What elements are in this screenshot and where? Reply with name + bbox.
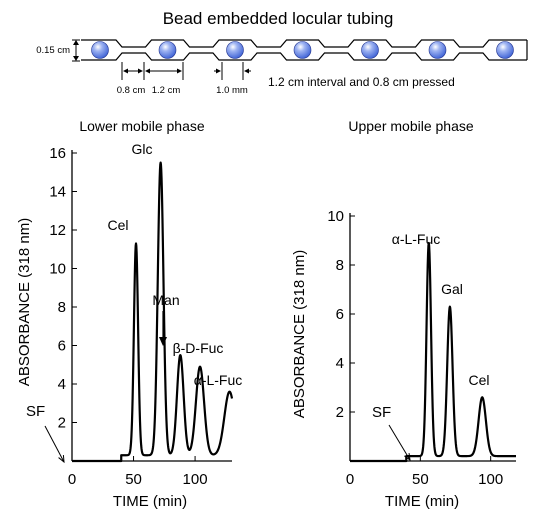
sf-label: SF xyxy=(372,404,391,421)
upper-phase-chart: Upper mobile phase ABSORBANCE (318 nm) T… xyxy=(291,118,517,510)
lower-phase-chart: Lower mobile phase ABSORBANCE (318 nm) T… xyxy=(16,118,242,510)
dimension-arrowheads xyxy=(123,68,249,74)
bead xyxy=(226,41,244,59)
diagram-title: Bead embedded locular tubing xyxy=(163,9,394,28)
peak-label: Cel xyxy=(468,372,489,388)
y-tick-label: 4 xyxy=(336,355,344,372)
pressed-length-label: 0.8 cm xyxy=(117,85,146,96)
gap-length-label: 1.0 mm xyxy=(216,85,248,96)
bead xyxy=(158,41,177,59)
x-tick-label: 50 xyxy=(412,471,429,488)
x-axis-label-lower: TIME (min) xyxy=(113,493,187,510)
chart-title-upper: Upper mobile phase xyxy=(348,118,474,134)
y-tick-label: 6 xyxy=(58,338,66,355)
y-tick-label: 12 xyxy=(49,222,66,239)
bead-row xyxy=(91,41,514,59)
y-tick-label: 2 xyxy=(58,415,66,432)
y-tick-label: 6 xyxy=(336,306,344,323)
man-arrowhead xyxy=(159,337,167,346)
x-tick-label: 100 xyxy=(183,471,208,488)
diagram-caption: 1.2 cm interval and 0.8 cm pressed xyxy=(268,75,455,89)
bead xyxy=(496,41,514,59)
sf-arrowhead xyxy=(58,454,65,464)
height-label: 0.15 cm xyxy=(36,45,70,56)
y-tick-label: 8 xyxy=(336,257,344,274)
height-dimension xyxy=(72,39,80,62)
y-tick-label: 16 xyxy=(49,145,66,162)
tube-top-edge xyxy=(81,39,527,48)
sf-label: SF xyxy=(26,403,45,420)
sf-arrow xyxy=(44,425,65,463)
x-tick-label: 100 xyxy=(478,471,503,488)
peak-label: Cel xyxy=(107,217,128,233)
bead xyxy=(428,41,447,59)
y-tick-label: 2 xyxy=(336,404,344,421)
plot-upper: α-L-Fuc Gal Cel SF xyxy=(350,231,517,463)
y-tick-label: 10 xyxy=(49,261,66,278)
x-tick-label: 0 xyxy=(346,471,354,488)
bead xyxy=(293,41,312,59)
y-axis-label-lower: ABSORBANCE (318 nm) xyxy=(16,218,33,386)
interval-length-label: 1.2 cm xyxy=(152,85,181,96)
x-axis-label-upper: TIME (min) xyxy=(385,493,459,510)
x-tick-label: 0 xyxy=(68,471,76,488)
x-tick-label: 50 xyxy=(125,471,142,488)
chart-title-lower: Lower mobile phase xyxy=(79,118,205,134)
peak-label: Glc xyxy=(132,141,153,157)
peak-label: Man xyxy=(152,292,179,308)
y-tick-label: 14 xyxy=(49,184,66,201)
y-tick-label: 4 xyxy=(58,376,66,393)
plot-lower: Cel Glc Man β-D-Fuc α-L-Fuc SF xyxy=(26,141,243,464)
chromatogram-trace xyxy=(72,161,234,463)
peak-label: α-L-Fuc xyxy=(392,231,441,247)
sf-arrow xyxy=(388,424,411,461)
peak-label: α-L-Fuc xyxy=(194,372,243,388)
y-tick-label: 10 xyxy=(327,208,344,225)
bead xyxy=(91,41,109,59)
bead xyxy=(361,41,379,59)
y-tick-label: 8 xyxy=(58,299,66,316)
tubing-diagram: Bead embedded locular tubing 0.15 cm xyxy=(36,9,528,96)
peak-label: Gal xyxy=(441,281,463,297)
tube-outline xyxy=(81,39,528,61)
sf-arrowhead xyxy=(404,452,411,462)
tube-bottom-edge xyxy=(81,52,527,61)
chromatogram-trace xyxy=(350,241,517,463)
y-axis-label-upper: ABSORBANCE (318 nm) xyxy=(291,250,308,418)
peak-label: β-D-Fuc xyxy=(173,340,224,356)
axes-lower: 2 4 6 8 10 12 14 16 0 50 100 xyxy=(49,145,232,488)
